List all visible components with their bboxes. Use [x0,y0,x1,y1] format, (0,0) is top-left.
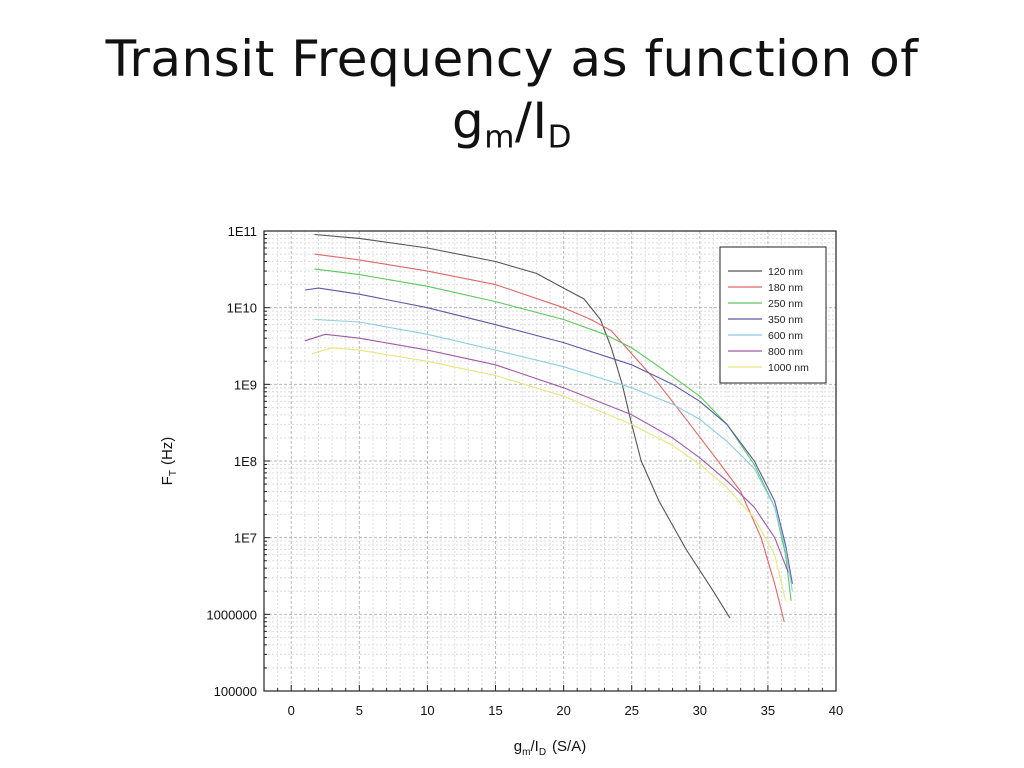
slide-title-line-2: gm/ID [0,90,1024,168]
x-tick-label: 15 [488,703,502,718]
y-tick-label: 100000 [214,684,257,699]
x-tick-labels: 0 5 10 15 20 25 30 35 40 [288,703,844,718]
y-title-units: (Hz) [159,437,176,465]
x-tick-label: 20 [556,703,570,718]
series-line-1000-nm [311,347,787,601]
legend-label: 250 nm [768,298,803,310]
x-title-g: g [514,738,522,755]
series-line-180-nm [314,253,785,622]
y-tick-label: 1E9 [234,377,257,392]
legend-box [719,246,827,384]
series-lines [304,233,793,622]
y-title-f: F [159,476,176,485]
y-tick-label: 1E7 [234,531,257,546]
x-title-m-subscript: m [522,747,530,758]
x-tick-label: 0 [288,703,295,718]
y-tick-label: 1E8 [234,454,257,469]
y-axis-title: FT (Hz) [159,437,179,486]
x-axis-title: gm/ID (S/A) [514,738,586,758]
title-slash-i: /I [514,92,548,150]
y-tick-label: 1000000 [206,607,257,622]
legend-label: 350 nm [768,314,803,326]
legend-label: 180 nm [768,282,803,294]
legend-label: 800 nm [768,346,803,358]
y-title-t-subscript: T [168,470,179,476]
y-tick-labels: 1E11 1E10 1E9 1E8 1E7 1000000 100000 [206,224,257,699]
title-d-subscript: D [547,119,572,156]
x-title-slash-i: /I [530,738,538,755]
legend-label: 600 nm [768,330,803,342]
x-title-units: (S/A) [552,738,586,755]
series-line-800-nm [304,333,789,573]
x-tick-label: 30 [693,703,707,718]
axes [263,230,837,692]
grid-lines [263,231,837,692]
series-line-600-nm [314,318,793,592]
legend-label: 120 nm [768,266,803,278]
series-line-120-nm [314,233,731,619]
x-title-d-subscript: D [539,747,546,758]
slide-title-line-1: Transit Frequency as function of [105,30,919,88]
slide-title: Transit Frequency as function of gm/ID [0,28,1024,168]
series-line-350-nm [304,287,793,584]
y-tick-label: 1E10 [227,301,257,316]
title-m-subscript: m [484,119,515,156]
title-g: g [452,92,485,150]
y-tick-label: 1E11 [228,224,257,239]
legend: 120 nm 180 nm 250 nm 350 nm 600 nm 800 nm 1000… [719,246,827,384]
legend-label: 1000 nm [768,362,809,374]
x-tick-label: 5 [356,703,363,718]
x-tick-label: 40 [829,703,843,718]
x-tick-label: 10 [420,703,434,718]
x-tick-label: 25 [624,703,638,718]
x-tick-label: 35 [761,703,775,718]
